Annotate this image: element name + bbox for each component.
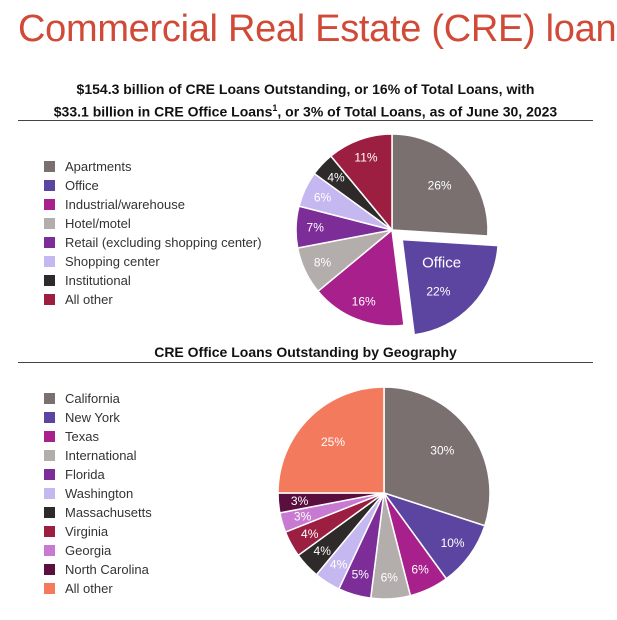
- legend-label: International: [65, 448, 137, 463]
- chart2-title: CRE Office Loans Outstanding by Geograph…: [154, 344, 457, 360]
- pie-slice-all-other: [277, 386, 385, 494]
- legend-swatch: [44, 199, 55, 210]
- legend-swatch: [44, 583, 55, 594]
- chart2-legend: California New York Texas International Flor…: [44, 389, 152, 598]
- legend-item-all-other: All other: [44, 579, 152, 598]
- pie-slice-all-other: [329, 133, 393, 233]
- pie-slice-office: [401, 238, 499, 336]
- legend-item-california: California: [44, 389, 152, 408]
- legend-label: All other: [65, 581, 113, 596]
- data-label-new-york: 10%: [441, 536, 465, 550]
- legend-label: North Carolina: [65, 562, 149, 577]
- legend-swatch: [44, 545, 55, 556]
- data-label-all-other: 11%: [354, 151, 377, 165]
- chart1-legend: Apartments Office Industrial/warehouse Hote…: [44, 157, 262, 309]
- legend-label: Industrial/warehouse: [65, 197, 185, 212]
- legend-item-all-other: All other: [44, 290, 262, 309]
- data-label-massachusetts: 4%: [314, 544, 332, 558]
- legend-item-new-york: New York: [44, 408, 152, 427]
- legend-item-florida: Florida: [44, 465, 152, 484]
- legend-label: Virginia: [65, 524, 109, 539]
- data-label-retail-excluding-shopping-center: 7%: [307, 221, 325, 235]
- legend-label: California: [65, 391, 120, 406]
- legend-item-texas: Texas: [44, 427, 152, 446]
- legend-swatch: [44, 431, 55, 442]
- legend-label: Shopping center: [65, 254, 160, 269]
- divider-rule: [18, 120, 593, 121]
- legend-label: All other: [65, 292, 113, 307]
- data-label-north-carolina: 3%: [291, 494, 309, 508]
- footnote-marker: 1: [272, 103, 278, 113]
- pie-slice-apartments: [391, 133, 489, 237]
- legend-item-shopping-center: Shopping center: [44, 252, 262, 271]
- data-label-industrial-warehouse: 16%: [352, 294, 376, 308]
- page-title: Commercial Real Estate (CRE) loans: [18, 8, 617, 50]
- legend-swatch: [44, 469, 55, 480]
- data-label-florida: 5%: [352, 567, 370, 581]
- legend-swatch: [44, 488, 55, 499]
- legend-label: Massachusetts: [65, 505, 152, 520]
- legend-label: Washington: [65, 486, 134, 501]
- legend-swatch: [44, 294, 55, 305]
- slice-callout-office: Office: [422, 255, 461, 272]
- legend-swatch: [44, 161, 55, 172]
- legend-swatch: [44, 564, 55, 575]
- legend-swatch: [44, 218, 55, 229]
- data-label-georgia: 3%: [294, 510, 312, 524]
- legend-item-apartments: Apartments: [44, 157, 262, 176]
- legend-swatch: [44, 180, 55, 191]
- legend-label: Florida: [65, 467, 105, 482]
- data-label-institutional: 4%: [327, 170, 345, 184]
- legend-item-georgia: Georgia: [44, 541, 152, 560]
- legend-label: New York: [65, 410, 120, 425]
- data-label-shopping-center: 6%: [314, 190, 332, 204]
- chart1-subtitle-line1: $154.3 billion of CRE Loans Outstanding,…: [76, 81, 535, 97]
- legend-swatch: [44, 256, 55, 267]
- data-label-california: 30%: [430, 444, 454, 458]
- legend-label: Office: [65, 178, 99, 193]
- legend-swatch: [44, 412, 55, 423]
- data-label-hotel-motel: 8%: [314, 256, 332, 270]
- pie-slice-california: [383, 386, 491, 527]
- legend-item-industrial-warehouse: Industrial/warehouse: [44, 195, 262, 214]
- chart1-subtitle-line2-end: , or 3% of Total Loans, as of June 30, 2…: [277, 103, 558, 120]
- legend-swatch: [44, 393, 55, 404]
- legend-label: Hotel/motel: [65, 216, 131, 231]
- legend-swatch: [44, 450, 55, 461]
- legend-item-massachusetts: Massachusetts: [44, 503, 152, 522]
- legend-swatch: [44, 237, 55, 248]
- data-label-office: 22%: [426, 285, 450, 299]
- legend-label: Retail (excluding shopping center): [65, 235, 262, 250]
- data-label-texas: 6%: [411, 563, 429, 577]
- data-label-international: 6%: [381, 571, 399, 585]
- data-label-virginia: 4%: [301, 527, 319, 541]
- data-label-apartments: 26%: [428, 178, 452, 192]
- legend-item-office: Office: [44, 176, 262, 195]
- pie-slice-industrial-warehouse: [316, 228, 405, 327]
- legend-item-north-carolina: North Carolina: [44, 560, 152, 579]
- legend-item-international: International: [44, 446, 152, 465]
- data-label-washington: 4%: [330, 558, 348, 572]
- legend-label: Institutional: [65, 273, 131, 288]
- legend-label: Apartments: [65, 159, 132, 174]
- divider-rule: [18, 362, 593, 363]
- legend-item-institutional: Institutional: [44, 271, 262, 290]
- legend-label: Georgia: [65, 543, 112, 558]
- legend-swatch: [44, 526, 55, 537]
- legend-item-retail-excluding-shopping-center: Retail (excluding shopping center): [44, 233, 262, 252]
- data-label-all-other: 25%: [321, 435, 345, 449]
- chart1-subtitle-line2: $33.1 billion in CRE Office Loans: [53, 103, 273, 120]
- chart1-subtitle: $154.3 billion of CRE Loans Outstanding,…: [18, 80, 593, 122]
- legend-item-virginia: Virginia: [44, 522, 152, 541]
- legend-swatch: [44, 275, 55, 286]
- legend-item-washington: Washington: [44, 484, 152, 503]
- legend-item-hotel-motel: Hotel/motel: [44, 214, 262, 233]
- legend-label: Texas: [65, 429, 99, 444]
- legend-swatch: [44, 507, 55, 518]
